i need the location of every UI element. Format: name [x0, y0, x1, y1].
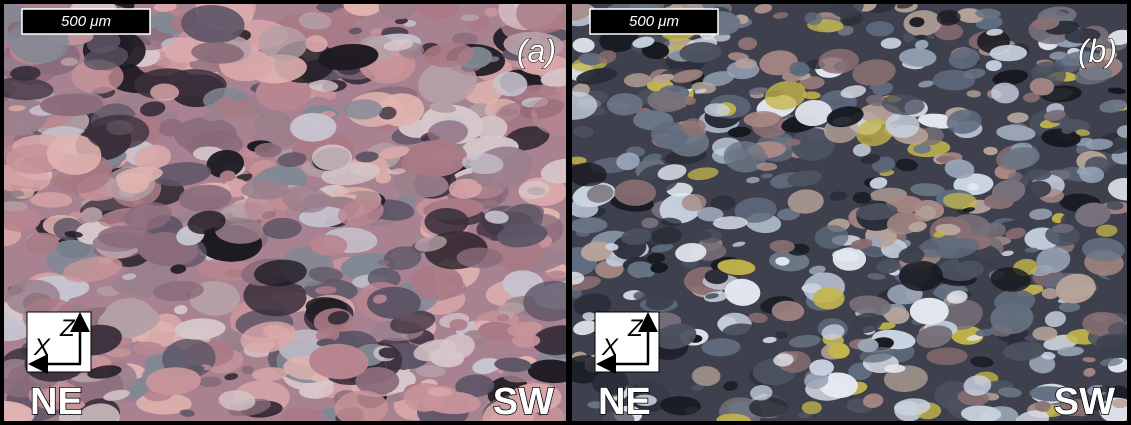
mineral-grain	[449, 319, 468, 331]
axis-x-label: X	[33, 334, 51, 361]
mineral-grain	[411, 265, 464, 301]
mineral-grain	[377, 260, 389, 266]
axis-x-label: X	[601, 334, 619, 361]
mineral-grain	[735, 58, 757, 68]
mineral-grain	[243, 106, 259, 116]
panel-label: (a)	[517, 33, 556, 69]
mineral-grain	[241, 180, 289, 200]
mineral-grain	[833, 247, 866, 271]
mineral-grain	[614, 179, 656, 205]
mineral-grain	[913, 144, 931, 153]
axis-z-label: Z	[59, 315, 76, 342]
direction-right: SW	[1054, 381, 1115, 423]
direction-left: NE	[30, 381, 83, 423]
scale-bar-label: 500 μm	[61, 13, 111, 30]
mineral-grain	[866, 21, 894, 36]
mineral-grain	[751, 154, 768, 161]
mineral-grain	[910, 298, 949, 325]
direction-left: NE	[598, 381, 651, 423]
panel-label: (b)	[1078, 33, 1117, 69]
mineral-grain	[691, 385, 704, 391]
mineral-grain	[756, 162, 777, 170]
direction-right: SW	[493, 381, 554, 423]
mineral-grain	[117, 172, 149, 193]
axis-z-label: Z	[627, 315, 644, 342]
scale-bar-label: 500 μm	[629, 13, 679, 30]
figure: 500 μm(a)ZXNESW500 μm(b)ZXNESW	[0, 0, 1131, 425]
